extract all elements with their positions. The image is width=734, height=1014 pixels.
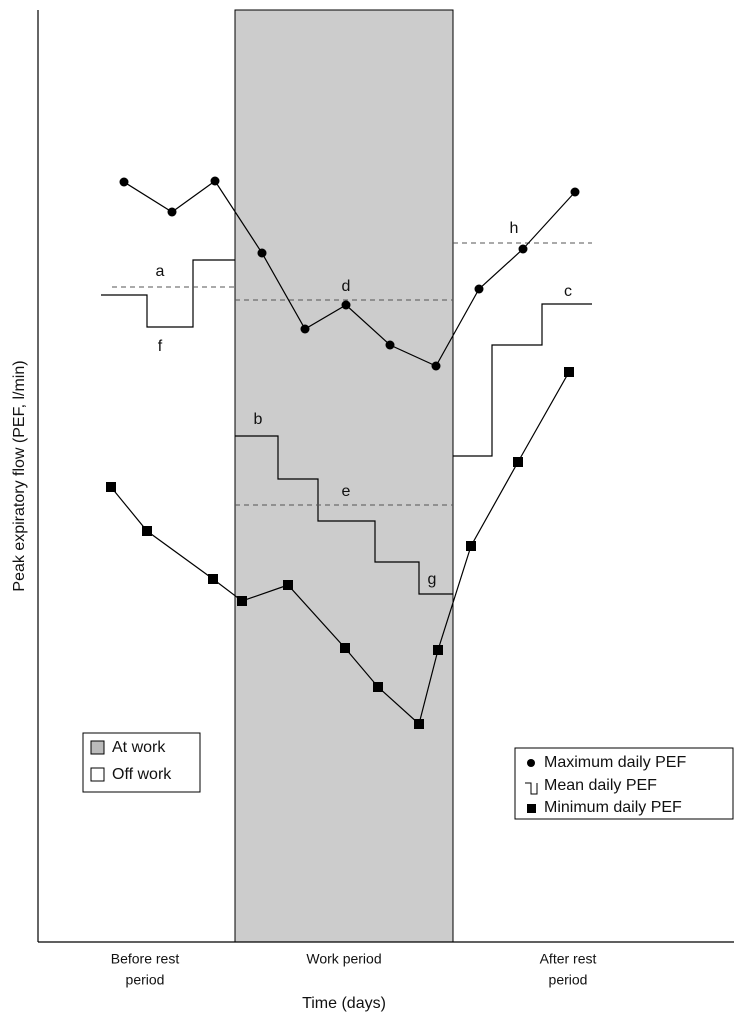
max-point (300, 324, 310, 334)
min-point (340, 643, 350, 653)
max-point (431, 361, 441, 371)
min-point (466, 541, 476, 551)
legend-box (514, 747, 734, 820)
period-label: period (549, 972, 588, 988)
x-axis-label: Time (days) (302, 995, 386, 1012)
location-legend: At work Off work (82, 732, 201, 793)
max-point (474, 284, 484, 294)
annotation: g (428, 571, 437, 588)
min-point (208, 574, 218, 584)
annotation: e (342, 483, 351, 500)
max-point (385, 340, 395, 350)
reference-lines (112, 242, 592, 506)
work-period-band (234, 9, 454, 943)
y-axis-label: Peak expiratory flow (PEF, l/min) (11, 360, 28, 591)
annotation: d (342, 278, 351, 295)
legend-label: At work (112, 739, 166, 756)
max-point (341, 300, 351, 310)
min-point (283, 580, 293, 590)
mean-line (101, 259, 235, 328)
min-line (110, 371, 570, 726)
legend-label: Mean daily PEF (544, 777, 657, 794)
min-point (142, 526, 152, 536)
legend-symbol (527, 804, 536, 813)
annotation: c (564, 283, 572, 300)
legend-symbol (527, 759, 535, 767)
mean-line (453, 303, 592, 457)
period-label: Work period (306, 951, 381, 967)
max-point (570, 187, 580, 197)
legend-label: Minimum daily PEF (544, 799, 682, 816)
mean-line (235, 435, 453, 595)
period-label: period (126, 972, 165, 988)
min-point (513, 457, 523, 467)
series-legend: Maximum daily PEF Mean daily PEF Minimum… (514, 747, 734, 820)
period-label: Before rest (111, 951, 180, 967)
legend-swatch (90, 740, 105, 755)
max-point (257, 248, 267, 258)
min-point (564, 367, 574, 377)
legend-label: Maximum daily PEF (544, 754, 686, 771)
max-point (167, 207, 177, 217)
min-point (106, 482, 116, 492)
max-point (518, 244, 528, 254)
min-point (433, 645, 443, 655)
annotation: a (156, 263, 165, 280)
max-point (210, 176, 220, 186)
max-point (119, 177, 129, 187)
marks (106, 176, 580, 729)
legend-symbol (525, 782, 538, 795)
min-point (237, 596, 247, 606)
mean-steps (101, 259, 592, 595)
min-point (414, 719, 424, 729)
period-label: After rest (540, 951, 597, 967)
legend-swatch (90, 767, 105, 782)
annotation: h (510, 220, 519, 237)
legend-label: Off work (112, 766, 172, 783)
min-point (373, 682, 383, 692)
annotation: b (254, 411, 263, 428)
annotation: f (158, 338, 163, 355)
